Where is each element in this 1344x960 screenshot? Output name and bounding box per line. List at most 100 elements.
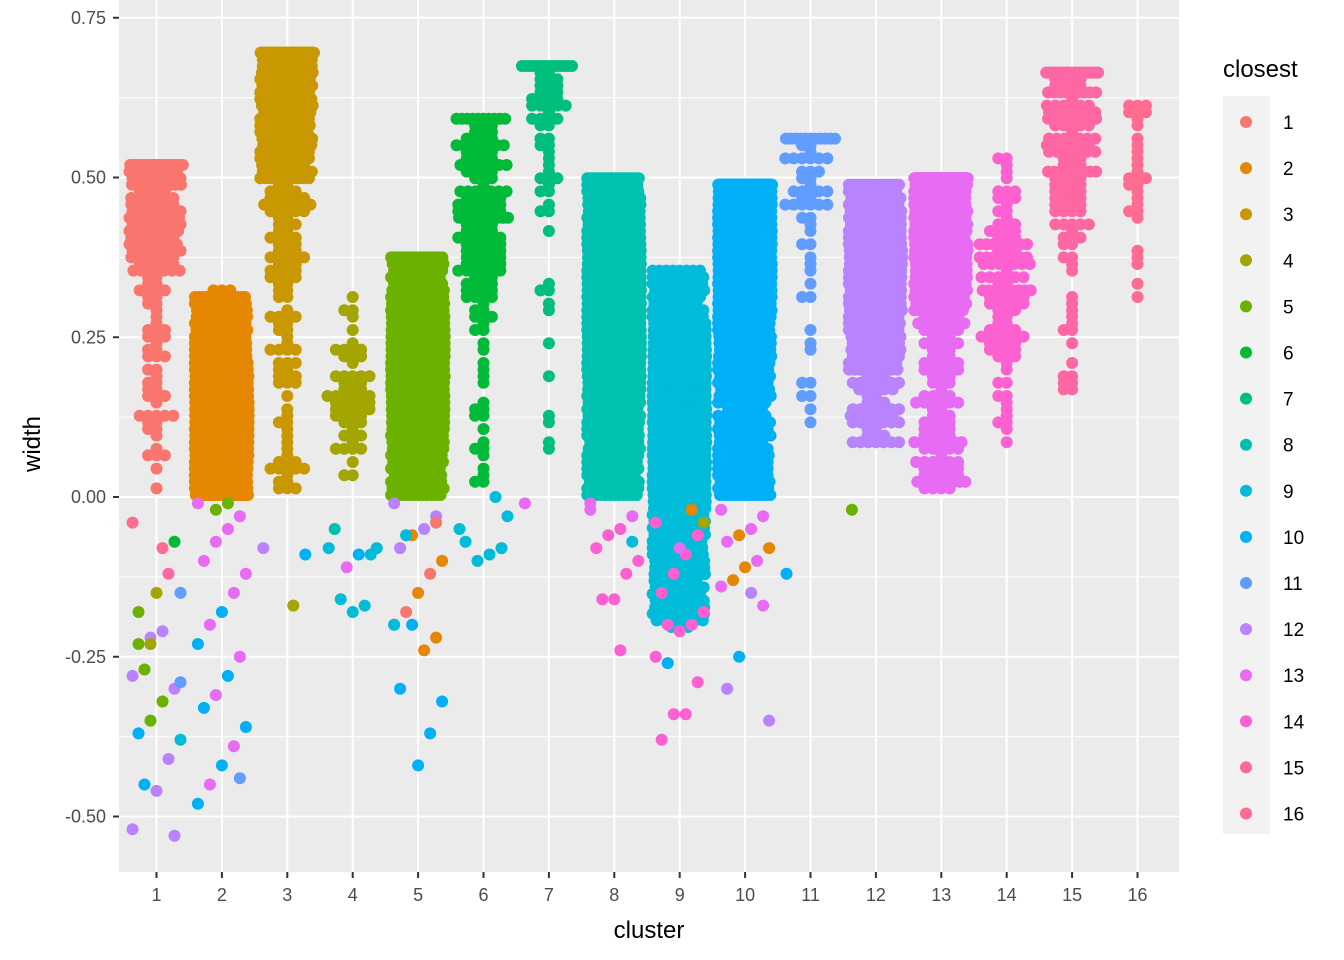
cluster-1-point <box>150 416 163 429</box>
cluster-3-point <box>254 172 267 185</box>
cluster-1-point <box>150 231 163 244</box>
cluster-1-point <box>142 297 155 310</box>
cluster-6-point <box>494 238 507 251</box>
cluster-1-point <box>158 350 171 363</box>
cluster-4-outlier-point <box>352 548 365 561</box>
cluster-1-point <box>142 376 155 389</box>
cluster-1-point <box>174 244 187 257</box>
cluster-2-point <box>241 310 254 323</box>
cluster-6-point <box>452 264 465 277</box>
cluster-2-outlier-point <box>221 497 234 510</box>
cluster-7-point <box>542 178 555 191</box>
cluster-3-point <box>305 165 318 178</box>
cluster-2-outlier-point <box>215 606 228 618</box>
cluster-1-outlier-point <box>132 606 145 618</box>
cluster-7-outlier-point <box>518 497 531 510</box>
cluster-5-point <box>438 310 451 323</box>
cluster-2-point <box>188 383 201 396</box>
cluster-1-point <box>158 390 171 402</box>
cluster-4-point <box>346 324 359 336</box>
cluster-5-outlier-point <box>430 516 443 529</box>
cluster-1-point <box>150 482 163 495</box>
cluster-1-point <box>127 264 140 277</box>
cluster-7-point <box>526 112 539 125</box>
cluster-1-point <box>167 231 180 244</box>
cluster-5-point <box>438 324 451 336</box>
cluster-6-outlier-point <box>495 542 508 555</box>
cluster-7-point <box>515 60 528 72</box>
cluster-1-outlier-point <box>156 542 169 555</box>
cluster-5-outlier-point <box>400 606 413 618</box>
cluster-5-point <box>385 475 398 488</box>
cluster-1-outlier-point <box>162 753 175 765</box>
cluster-3-point <box>281 337 294 350</box>
cluster-1-outlier-point <box>138 778 151 791</box>
cluster-1-point <box>142 449 155 462</box>
cluster-6-point <box>477 423 490 435</box>
cluster-2-point <box>207 284 220 297</box>
cluster-1-outlier-point <box>132 727 145 740</box>
cluster-7-point <box>534 66 547 79</box>
cluster-5-point <box>437 436 450 449</box>
cluster-4-point <box>338 376 351 389</box>
cluster-3-point <box>272 376 285 389</box>
cluster-2-point <box>188 363 201 376</box>
cluster-2-outlier-point <box>233 772 246 785</box>
cluster-6-point <box>454 185 467 198</box>
cluster-6-point <box>450 112 463 125</box>
cluster-5-point <box>385 449 398 462</box>
cluster-2-outlier-point <box>209 535 222 548</box>
cluster-7-point <box>542 416 555 429</box>
cluster-1-point <box>158 231 171 244</box>
cluster-1-point <box>174 218 187 231</box>
cluster-1-point <box>123 238 136 251</box>
cluster-6-point <box>469 442 482 455</box>
cluster-6-point <box>494 251 507 264</box>
cluster-7-point <box>542 277 555 290</box>
cluster-5-outlier-point <box>436 554 449 567</box>
cluster-2-point <box>241 469 253 482</box>
cluster-6-point <box>477 396 490 409</box>
cluster-6-point <box>477 337 490 350</box>
cluster-2-outlier-point <box>221 669 234 682</box>
cluster-3-point <box>305 60 318 72</box>
cluster-5-outlier-point <box>388 497 401 510</box>
cluster-1-point <box>142 324 155 336</box>
cluster-3-point <box>289 231 302 244</box>
cluster-6-point <box>485 310 498 323</box>
cluster-3-point <box>272 277 285 290</box>
cluster-1-point <box>133 231 146 244</box>
cluster-2-point <box>188 456 201 468</box>
cluster-4-outlier-point <box>358 599 371 612</box>
cluster-3-point <box>304 106 317 119</box>
cluster-5-point <box>385 370 398 383</box>
cluster-1-outlier-point <box>174 676 187 689</box>
cluster-7-point <box>542 304 555 317</box>
cluster-6-point <box>460 218 473 231</box>
cluster-2-outlier-point <box>191 797 204 810</box>
cluster-4-point <box>346 456 359 468</box>
cluster-1-point <box>150 363 163 376</box>
cluster-3-point <box>281 403 294 416</box>
cluster-2-outlier-point <box>203 778 216 791</box>
cluster-4-point <box>346 310 359 323</box>
cluster-1-outlier-point <box>174 733 187 746</box>
cluster-1-outlier-point <box>156 625 169 638</box>
cluster-2-outlier-point <box>209 503 222 516</box>
cluster-5-outlier-point <box>418 523 431 535</box>
cluster-4-point <box>355 429 368 442</box>
cluster-4-outlier-point <box>322 542 335 555</box>
cluster-2-outlier-point <box>191 638 204 650</box>
cluster-2-point <box>188 482 201 495</box>
cluster-1-point <box>176 159 189 171</box>
cluster-1-point <box>142 416 155 429</box>
cluster-1-point <box>133 185 146 198</box>
cluster-6-point <box>494 192 507 204</box>
cluster-1-point <box>123 211 136 224</box>
cluster-3-point <box>272 416 285 429</box>
cluster-6-point <box>477 376 490 389</box>
cluster-6-point <box>477 469 490 482</box>
cluster-4-point <box>329 343 342 356</box>
cluster-2-point <box>188 317 201 330</box>
cluster-5-point <box>385 403 398 416</box>
